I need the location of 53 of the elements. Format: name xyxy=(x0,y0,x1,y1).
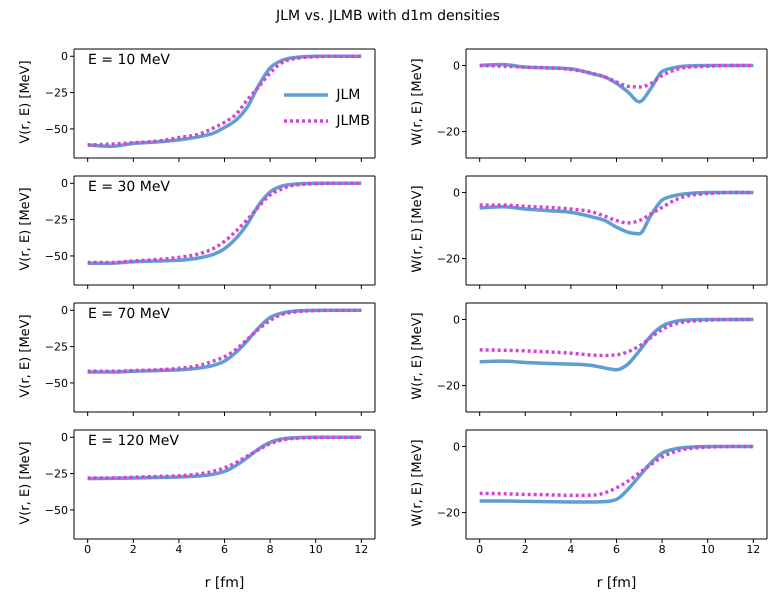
x-tick-label: 4 xyxy=(567,542,574,556)
x-axis-title: r [fm] xyxy=(596,575,636,591)
x-tick-label: 10 xyxy=(700,542,715,556)
annotation: E = 70 MeV xyxy=(88,306,170,322)
y-tick-label: −20 xyxy=(436,379,460,392)
y-axis-title: V(r, E) [MeV] xyxy=(18,187,34,271)
legend-label: JLM xyxy=(336,87,360,103)
y-tick-label: 0 xyxy=(453,186,460,200)
y-tick-label: 0 xyxy=(61,304,68,318)
y-tick-label: 0 xyxy=(453,313,460,326)
x-tick-label: 2 xyxy=(522,542,529,556)
x-tick-label: 6 xyxy=(613,542,620,556)
y-tick-label: −50 xyxy=(44,504,68,517)
y-tick-label: −50 xyxy=(44,250,68,263)
x-tick-label: 12 xyxy=(746,542,760,556)
x-axis-title: r [fm] xyxy=(204,575,244,591)
annotation: E = 120 MeV xyxy=(88,433,179,449)
y-tick-label: 0 xyxy=(61,177,68,190)
y-tick-label: 0 xyxy=(61,50,68,64)
x-tick-label: 8 xyxy=(266,542,274,556)
y-tick-label: −25 xyxy=(44,340,68,354)
y-axis-title: W(r, E) [MeV] xyxy=(410,439,426,527)
y-axis-title: W(r, E) [MeV] xyxy=(410,312,426,400)
x-tick-label: 0 xyxy=(476,542,484,556)
line-series xyxy=(478,190,756,225)
y-tick-label: −25 xyxy=(44,214,68,227)
legend-label: JLMB xyxy=(336,113,370,129)
annotation: E = 10 MeV xyxy=(88,52,170,68)
x-tick-label: 6 xyxy=(221,542,228,556)
annotation: E = 30 MeV xyxy=(88,179,170,195)
y-axis-title: W(r, E) [MeV] xyxy=(410,185,426,273)
y-tick-label: −25 xyxy=(44,468,68,481)
x-tick-label: 10 xyxy=(308,542,323,556)
y-tick-label: 0 xyxy=(453,440,460,454)
y-tick-label: −20 xyxy=(436,125,460,138)
y-tick-label: 0 xyxy=(61,431,68,444)
x-tick-label: 12 xyxy=(354,542,368,556)
y-axis-title: V(r, E) [MeV] xyxy=(18,441,34,525)
line-series xyxy=(478,318,756,358)
y-tick-label: −50 xyxy=(44,122,68,136)
y-tick-label: −25 xyxy=(44,86,68,100)
y-axis-title: W(r, E) [MeV] xyxy=(410,58,426,146)
chart-title: JLM vs. JLMB with d1m densities xyxy=(274,8,501,24)
y-tick-label: −20 xyxy=(436,252,460,266)
x-tick-label: 8 xyxy=(658,542,666,556)
x-tick-label: 0 xyxy=(84,542,92,556)
x-tick-label: 2 xyxy=(130,542,137,556)
y-tick-label: −50 xyxy=(44,376,68,390)
y-tick-label: 0 xyxy=(453,59,460,72)
y-axis-title: V(r, E) [MeV] xyxy=(18,60,34,144)
x-tick-label: 4 xyxy=(175,542,182,556)
y-tick-label: −20 xyxy=(436,506,460,520)
y-axis-title: V(r, E) [MeV] xyxy=(18,314,34,398)
